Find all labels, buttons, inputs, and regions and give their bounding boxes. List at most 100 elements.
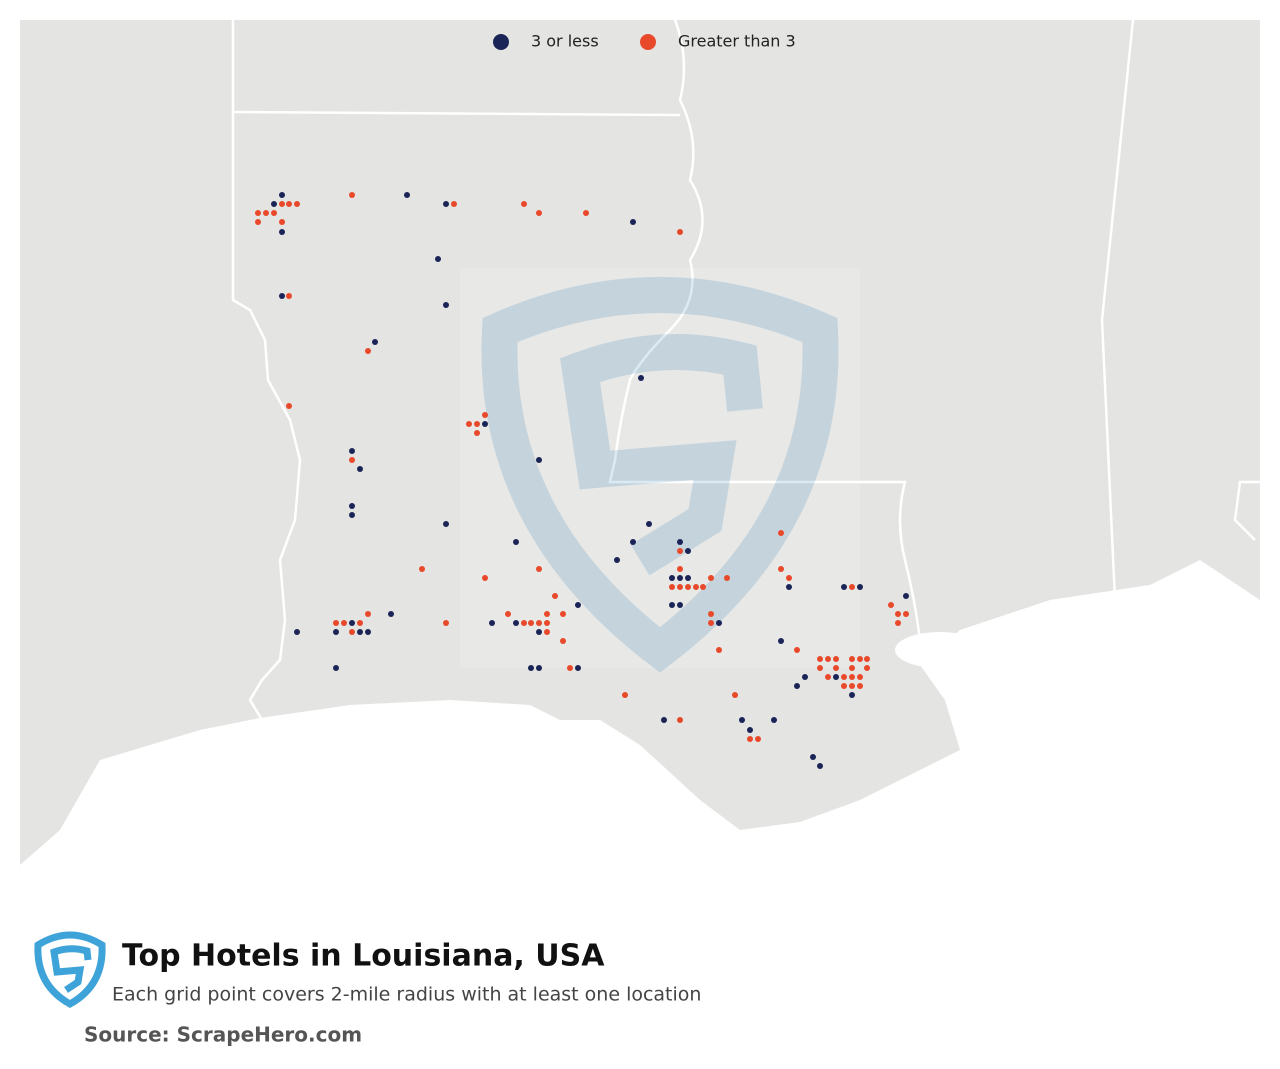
location-dot [341, 620, 347, 626]
location-dot [755, 736, 761, 742]
location-dot [622, 692, 628, 698]
location-dot [849, 584, 855, 590]
state-borders [231, 19, 1260, 721]
location-dot [560, 611, 566, 617]
subtitle: Each grid point covers 2-mile radius wit… [112, 984, 701, 1006]
location-dot [677, 575, 683, 581]
location-dot [747, 736, 753, 742]
location-dot [677, 548, 683, 554]
location-dot [677, 566, 683, 572]
location-dot [365, 348, 371, 354]
location-dot [708, 575, 714, 581]
location-dot [778, 530, 784, 536]
location-dot [255, 210, 261, 216]
location-dot [294, 629, 300, 635]
watermark [460, 268, 860, 673]
location-dot [825, 656, 831, 662]
location-dot [724, 575, 730, 581]
location-dot [833, 665, 839, 671]
location-dot [630, 539, 636, 545]
location-dot [286, 201, 292, 207]
location-dot [747, 727, 753, 733]
location-dot [817, 656, 823, 662]
location-dot [365, 629, 371, 635]
location-dot [583, 210, 589, 216]
location-dot [786, 584, 792, 590]
location-dot [544, 629, 550, 635]
location-dot [841, 674, 847, 680]
location-dot [732, 692, 738, 698]
location-dot [528, 665, 534, 671]
location-dot [357, 466, 363, 472]
location-dot [857, 656, 863, 662]
location-dot [521, 620, 527, 626]
location-dot [786, 575, 792, 581]
location-dot [349, 629, 355, 635]
location-dot [544, 620, 550, 626]
location-dot [700, 584, 706, 590]
location-dot [810, 754, 816, 760]
location-dot [419, 566, 425, 572]
location-dot [443, 201, 449, 207]
location-dot [849, 674, 855, 680]
location-dot [349, 448, 355, 454]
location-dot [255, 219, 261, 225]
location-dot [802, 674, 808, 680]
location-dot [271, 201, 277, 207]
location-dot [482, 412, 488, 418]
location-dot [286, 293, 292, 299]
location-dot [693, 584, 699, 590]
location-dot [661, 717, 667, 723]
location-dot [833, 674, 839, 680]
location-dot [279, 192, 285, 198]
location-dot [817, 763, 823, 769]
location-dot [771, 717, 777, 723]
location-dot [575, 665, 581, 671]
gulf [20, 560, 1260, 865]
location-dot [279, 293, 285, 299]
location-dot [513, 620, 519, 626]
location-dot [677, 717, 683, 723]
location-dot [349, 620, 355, 626]
location-dot [286, 403, 292, 409]
logo [34, 931, 106, 1009]
location-dot [677, 584, 683, 590]
legend-label: 3 or less [531, 32, 599, 51]
location-dot [552, 593, 558, 599]
location-dot [895, 611, 901, 617]
location-dot [451, 201, 457, 207]
location-dot [716, 647, 722, 653]
location-dot [357, 620, 363, 626]
location-dot [333, 629, 339, 635]
location-dot [349, 457, 355, 463]
location-dot [536, 620, 542, 626]
location-dot [536, 629, 542, 635]
location-dot [263, 210, 269, 216]
location-dot [849, 656, 855, 662]
location-dot [349, 192, 355, 198]
location-dot [888, 602, 894, 608]
location-dot [841, 683, 847, 689]
location-dot [630, 219, 636, 225]
title: Top Hotels in Louisiana, USA [122, 939, 605, 974]
location-dot [903, 593, 909, 599]
location-dot [857, 683, 863, 689]
location-dot [857, 674, 863, 680]
location-dot [716, 620, 722, 626]
location-dot [474, 421, 480, 427]
location-dot [536, 210, 542, 216]
location-dot [669, 575, 675, 581]
location-dots [255, 192, 909, 769]
location-dot [864, 665, 870, 671]
location-dot [669, 584, 675, 590]
legend-swatch [493, 34, 509, 50]
location-dot [357, 629, 363, 635]
location-dot [279, 219, 285, 225]
location-dot [279, 201, 285, 207]
location-dot [521, 201, 527, 207]
location-dot [825, 674, 831, 680]
location-dot [669, 602, 675, 608]
location-dot [443, 521, 449, 527]
location-dot [443, 620, 449, 626]
